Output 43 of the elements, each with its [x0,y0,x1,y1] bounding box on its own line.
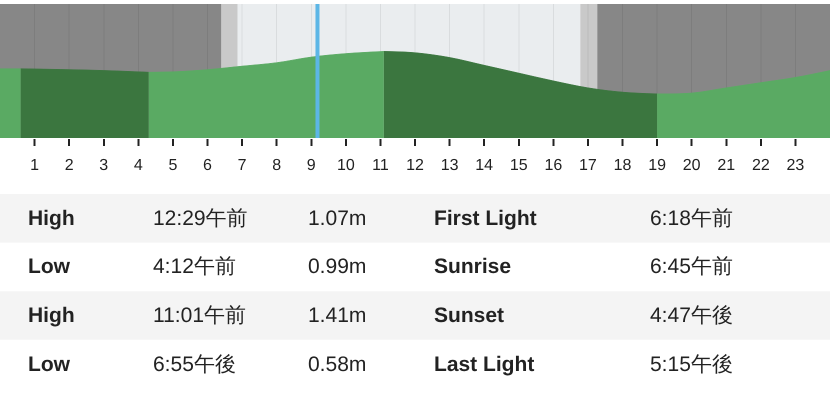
x-tick-label: 20 [682,157,701,174]
x-tick-label: 3 [99,157,108,174]
text: 6:18午前 [650,207,733,230]
text: High [28,304,75,327]
text: 0.58m [308,353,366,376]
text: 4:47午後 [650,304,733,327]
text: First Light [434,207,537,230]
x-tick-label: 18 [614,157,632,174]
text: High [28,207,75,230]
x-tick-label: 23 [786,157,804,174]
x-tick-label: 19 [648,157,666,174]
text: 0.99m [308,255,366,278]
x-tick-label: 21 [717,157,736,174]
x-tick-label: 16 [544,157,562,174]
text: 6:45午前 [650,255,733,278]
x-tick-label: 17 [579,157,597,174]
text: Last Light [434,353,534,376]
text: Sunset [434,304,504,327]
x-tick-label: 9 [306,157,316,174]
x-tick-label: 13 [440,157,459,174]
text: 1.07m [308,207,366,230]
x-tick-label: 8 [272,157,282,174]
x-tick-label: 14 [475,157,494,174]
x-tick-label: 6 [203,157,212,174]
x-tick-label: 22 [752,157,770,174]
text: Low [28,255,71,278]
text: Sunrise [434,255,512,278]
x-tick-label: 1 [30,157,40,174]
text: 4:12午前 [153,255,236,278]
text: Low [28,353,71,376]
x-tick-label: 2 [64,157,74,174]
x-tick-label: 11 [372,157,389,174]
text: 11:01午前 [153,304,246,327]
x-tick-label: 15 [510,157,528,174]
text: 12:29午前 [153,207,248,230]
x-tick-label: 12 [406,157,424,174]
x-tick-label: 7 [238,157,247,174]
x-tick-label: 4 [134,157,143,174]
text: 5:15午後 [650,353,733,376]
x-tick-label: 10 [336,157,355,174]
text: 1.41m [308,304,366,327]
text: 6:55午後 [153,353,236,376]
x-tick-label: 5 [168,157,178,174]
